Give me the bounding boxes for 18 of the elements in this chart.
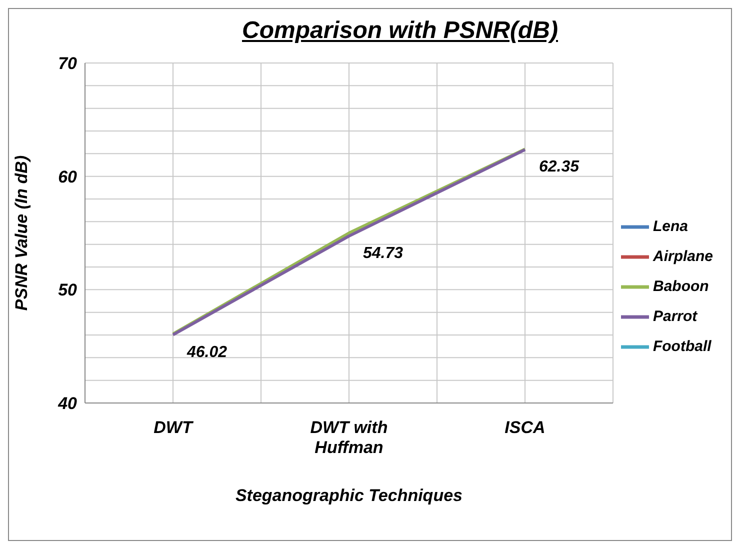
x-tick-label: ISCA [504,418,546,437]
legend-label: Football [652,338,712,355]
data-label: 62.35 [538,158,580,176]
data-label: 46.02 [186,344,228,361]
x-tick-label: DWT with Huffman [310,418,388,457]
y-tick-label: 60 [58,167,78,186]
y-tick-label: 50 [58,280,78,300]
data-label: 54.73 [362,245,404,262]
chart-title: Comparison with PSNR(dB) [241,17,559,45]
legend-label: Parrot [652,308,698,325]
x-tick-label: DWT [154,418,194,437]
y-axis-title: PSNR Value (In dB) [12,155,32,311]
y-tick-label: 70 [58,54,78,74]
x-axis-title: Steganographic Techniques [235,486,463,505]
legend-label: Airplane [652,248,713,265]
legend-label: Baboon [652,278,709,295]
y-tick-label: 40 [57,394,78,414]
legend-label: Lena [652,218,688,235]
